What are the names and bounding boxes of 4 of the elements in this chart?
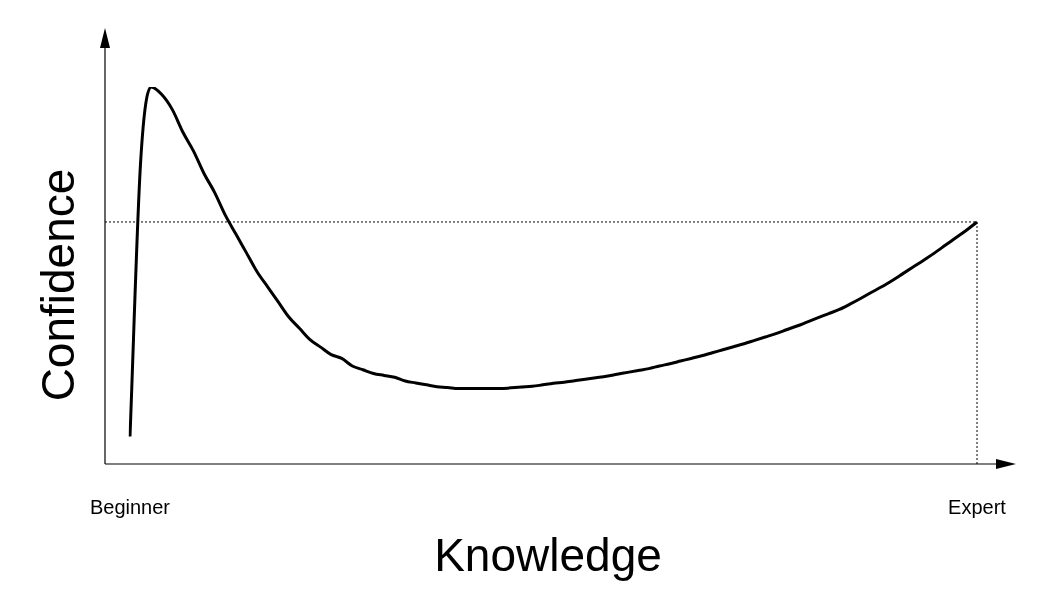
y-axis-title: Confidence (31, 168, 85, 402)
x-tick-label: Expert (948, 495, 1007, 518)
x-axis-title: Knowledge (433, 528, 663, 582)
x-tick-label: Beginner (89, 495, 171, 518)
